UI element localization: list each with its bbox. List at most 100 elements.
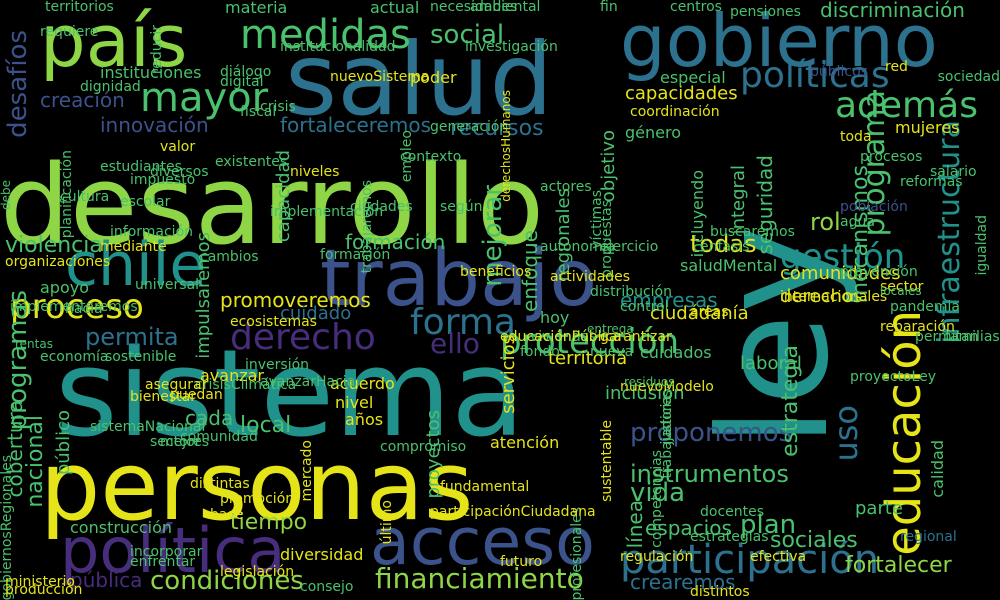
cloud-word: territorios	[45, 0, 114, 15]
cloud-word: ciudades	[350, 199, 413, 215]
cloud-word: coordinación	[630, 104, 720, 120]
cloud-word: capacidades	[625, 83, 738, 104]
cloud-word: existentes	[215, 154, 288, 170]
cloud-word: nuevoModelo	[620, 379, 714, 395]
cloud-word: local	[240, 413, 292, 438]
cloud-word: regional	[900, 529, 957, 545]
cloud-word: participación	[620, 537, 880, 583]
cloud-word: entrega	[587, 322, 634, 336]
cloud-word: locales	[880, 284, 922, 298]
cloud-word: fondo	[520, 344, 560, 360]
cloud-word: línea	[623, 500, 647, 549]
cloud-word: puedan	[170, 387, 223, 403]
cloud-word: inversión	[245, 357, 310, 373]
cloud-word: derechosHumanos	[499, 90, 513, 202]
cloud-word: distribución	[590, 284, 672, 300]
cloud-word: igualdad	[974, 215, 990, 276]
cloud-word: valor	[160, 139, 196, 155]
cloud-word: necesidades	[430, 0, 518, 15]
cloud-word: mediante	[100, 239, 167, 255]
cloud-word: empresas	[620, 288, 718, 312]
cloud-word: cambios	[200, 249, 259, 265]
cloud-word: salario	[930, 164, 977, 180]
cloud-word: diálogo	[220, 64, 272, 80]
cloud-word: salud	[285, 21, 554, 138]
cloud-word: nivel	[335, 393, 374, 412]
cloud-word: nuevoSistema	[330, 69, 430, 85]
cloud-word: violencia	[5, 233, 103, 258]
cloud-word: hoy	[540, 308, 570, 327]
cloud-word: control	[620, 299, 669, 315]
cloud-word: cultura	[60, 189, 110, 205]
cloud-word: formación	[320, 247, 391, 263]
cloud-word: promoción	[220, 491, 295, 507]
cloud-word: reparación	[880, 319, 955, 335]
cloud-word: laboral	[740, 353, 802, 374]
cloud-word: investigación	[465, 39, 558, 55]
cloud-word: derechos	[780, 286, 863, 307]
cloud-word: universal	[135, 277, 200, 293]
cloud-word: trabajo	[320, 234, 598, 324]
cloud-word: nueva	[590, 344, 634, 360]
cloud-word: participaciónCiudadana	[430, 504, 596, 520]
cloud-word: estudiantes	[100, 159, 182, 175]
cloud-word: gobierno	[620, 0, 938, 83]
cloud-word: digital	[220, 74, 264, 90]
cloud-word: ciudadanía	[650, 303, 749, 324]
cloud-word: proceso	[10, 287, 144, 327]
cloud-word: prevención	[840, 264, 918, 280]
cloud-word: según	[440, 199, 483, 215]
cloud-word: futuro	[500, 554, 543, 570]
cloud-word: poder	[410, 68, 457, 87]
cloud-word: sostenible	[105, 349, 177, 365]
cloud-word: crisisClimática	[195, 377, 297, 393]
cloud-word: organizaciones	[5, 254, 111, 270]
cloud-word: sociales	[770, 528, 858, 553]
cloud-word: rentas	[15, 337, 53, 351]
cloud-word: economía	[40, 349, 109, 365]
cloud-word: viviendas	[530, 329, 597, 345]
cloud-word: diversos	[150, 164, 209, 180]
cloud-word: permita	[85, 323, 179, 351]
cloud-word: docentes	[700, 504, 765, 520]
cloud-word: impuesto	[130, 172, 196, 188]
cloud-word: requiere	[40, 24, 99, 40]
cloud-word: materia	[225, 0, 288, 17]
cloud-word: apoyo	[40, 278, 90, 297]
cloud-word: políticas	[740, 55, 890, 96]
cloud-word: cuidados	[640, 343, 712, 362]
cloud-word: red	[885, 59, 908, 75]
cloud-word: acceso	[370, 505, 595, 580]
cloud-word: desarrollo	[0, 141, 545, 269]
cloud-word: incorporar	[130, 544, 203, 560]
cloud-word: sociedad	[937, 69, 1000, 85]
cloud-word: toda	[840, 129, 872, 145]
cloud-word: ecosistemas	[230, 314, 317, 330]
cloud-word: reducir	[149, 25, 165, 75]
cloud-word: debe	[0, 180, 13, 210]
cloud-word: además	[835, 85, 978, 126]
cloud-word: discriminación	[820, 0, 965, 22]
cloud-word: medidas	[240, 12, 411, 58]
cloud-word: mercado	[299, 440, 315, 502]
cloud-word: forma	[410, 302, 516, 343]
cloud-word: comunidades	[780, 263, 901, 284]
cloud-word: hacia	[65, 301, 103, 317]
cloud-word: personas	[40, 432, 474, 542]
cloud-word: nacional	[23, 415, 48, 508]
cloud-word: fortalecer	[845, 553, 952, 578]
cloud-word: uso	[827, 405, 865, 462]
cloud-word: calidad	[928, 440, 947, 498]
cloud-word: mujeres	[895, 118, 960, 137]
cloud-word: sustentable	[599, 420, 615, 502]
cloud-word: género	[625, 123, 681, 142]
cloud-word: política	[60, 514, 286, 587]
cloud-word: país	[40, 0, 188, 83]
cloud-word: tiempo	[230, 510, 308, 535]
cloud-word: crearemos	[630, 570, 736, 594]
cloud-word: permitan	[915, 329, 979, 345]
cloud-word: diversidad	[280, 545, 364, 564]
cloud-word: escolar	[120, 194, 171, 210]
cloud-word: institucionalidad	[280, 39, 396, 55]
cloud-word: especial	[660, 68, 726, 87]
